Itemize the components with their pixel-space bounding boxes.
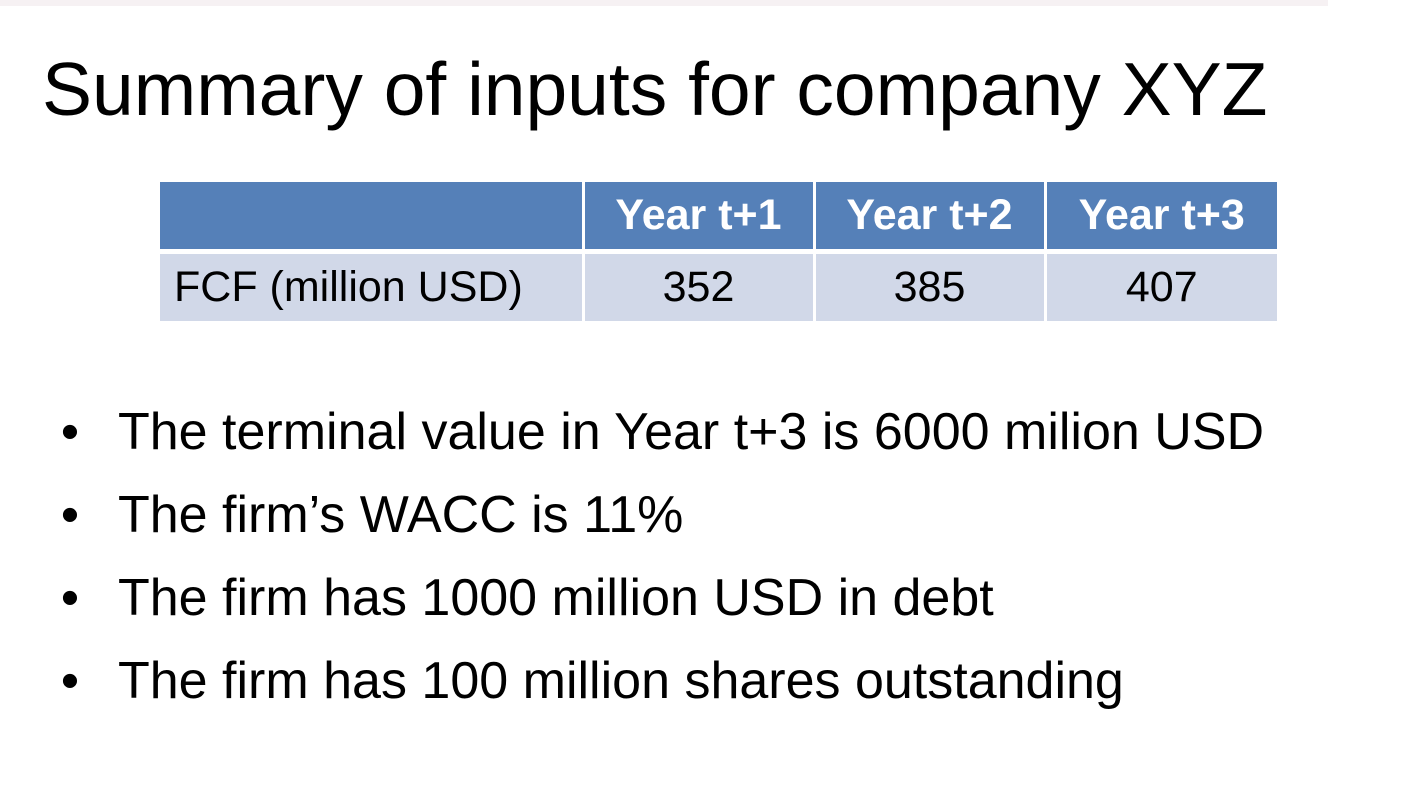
bullet-text: The firm has 100 million shares outstand… — [118, 652, 1124, 710]
list-item: • The firm’s WACC is 11% — [0, 483, 1278, 548]
bullet-icon: • — [60, 652, 80, 710]
slide-title: Summary of inputs for company XYZ — [42, 47, 1268, 131]
table-header-row: Year t+1 Year t+2 Year t+3 — [160, 182, 1277, 254]
table-header-empty — [160, 182, 585, 254]
bullet-text: The terminal value in Year t+3 is 6000 m… — [118, 403, 1265, 461]
table-row-label: FCF (million USD) — [160, 251, 585, 321]
list-item: • The firm has 100 million shares outsta… — [0, 649, 1278, 714]
fcf-table: Year t+1 Year t+2 Year t+3 FCF (million … — [160, 182, 1277, 321]
table-row: FCF (million USD) 352 385 407 — [160, 251, 1277, 321]
bullet-icon: • — [60, 403, 80, 461]
table-cell-year-t3: 407 — [1045, 251, 1277, 321]
table-cell-year-t2: 385 — [814, 251, 1047, 321]
table-header-year-t1: Year t+1 — [583, 182, 816, 254]
bullet-text: The firm has 1000 million USD in debt — [118, 569, 994, 627]
top-strip — [0, 0, 1328, 6]
bullet-icon: • — [60, 486, 80, 544]
list-item: • The terminal value in Year t+3 is 6000… — [0, 400, 1278, 465]
table-header-year-t2: Year t+2 — [814, 182, 1047, 254]
bullet-list: • The terminal value in Year t+3 is 6000… — [0, 400, 1400, 732]
bullet-icon: • — [60, 569, 80, 627]
list-item: • The firm has 1000 million USD in debt — [0, 566, 1278, 631]
table-cell-year-t1: 352 — [583, 251, 816, 321]
bullet-text: The firm’s WACC is 11% — [118, 486, 684, 544]
table-header-year-t3: Year t+3 — [1045, 182, 1277, 254]
